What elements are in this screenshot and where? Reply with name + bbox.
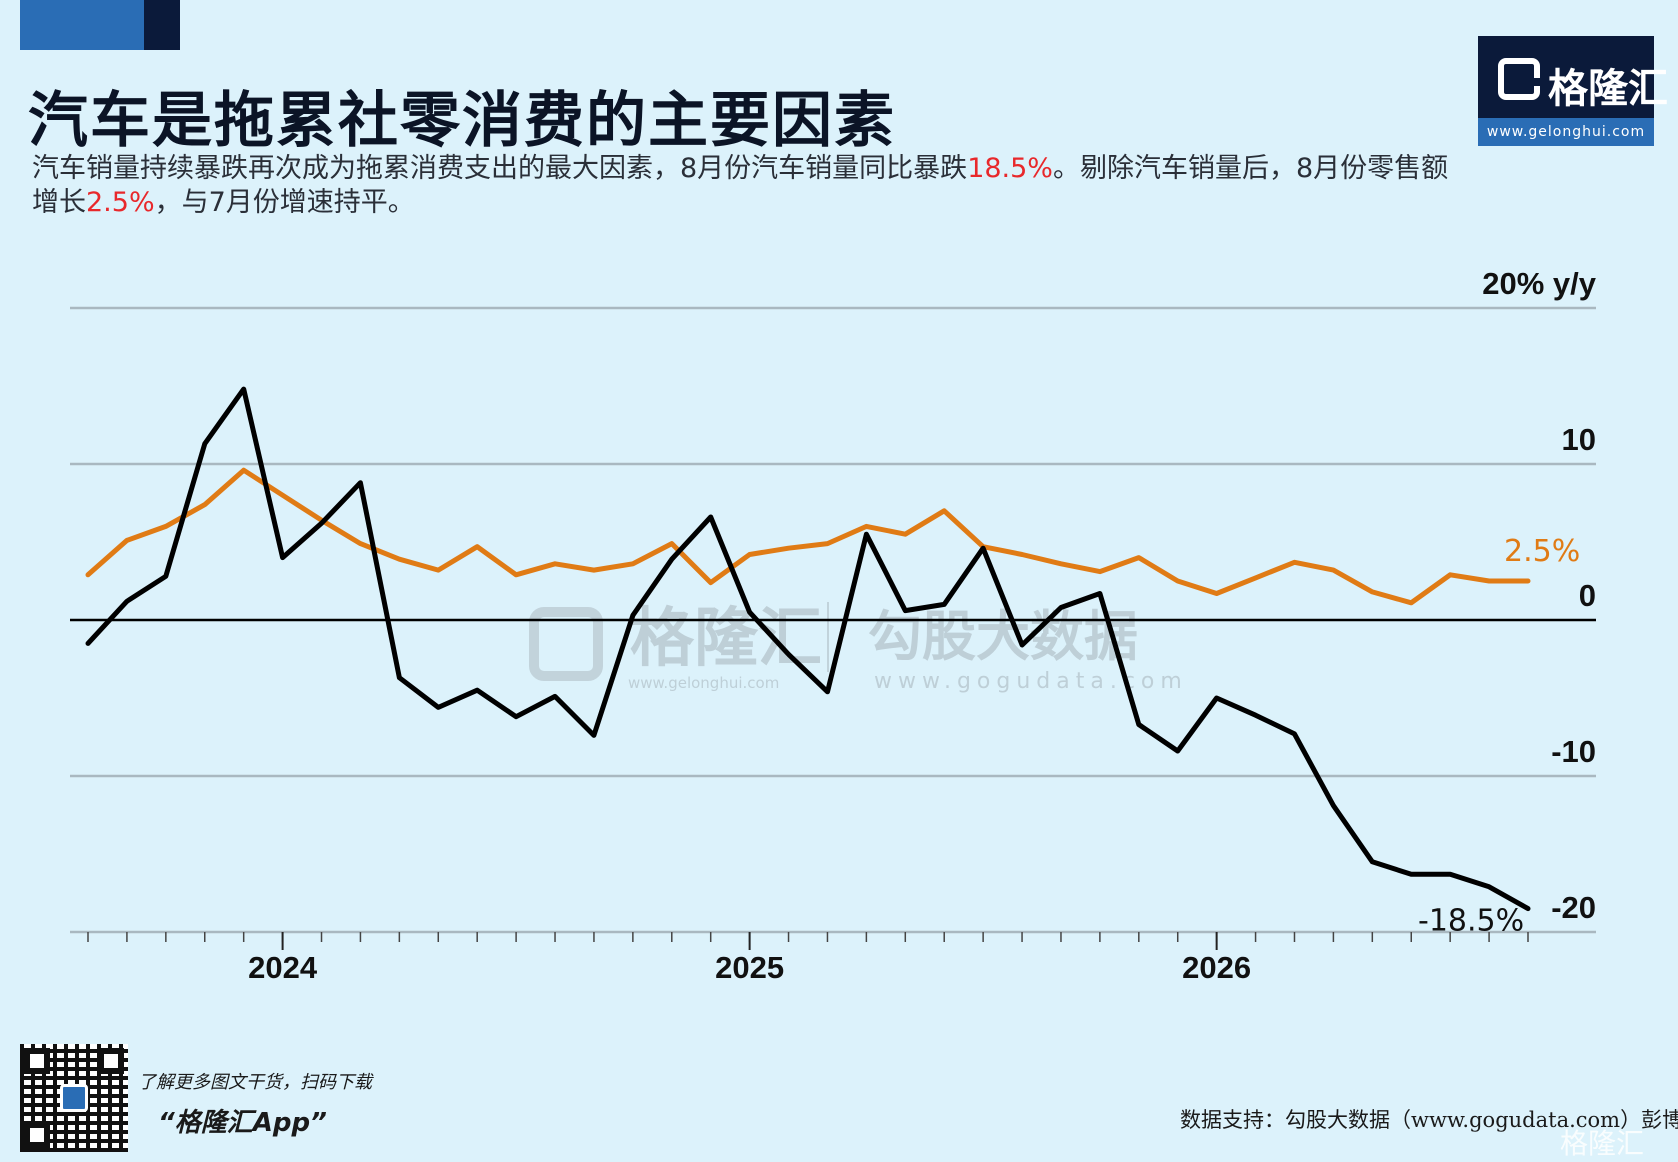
logo-url: www.gelonghui.com xyxy=(1478,118,1654,146)
watermark-logo-icon xyxy=(529,607,603,681)
series-line-1 xyxy=(85,467,1531,606)
y-tick-label: 0 xyxy=(1579,578,1596,613)
page-subtitle: 汽车销量持续暴跌再次成为拖累消费支出的最大因素，8月份汽车销量同比暴跌18.5%… xyxy=(32,152,1452,220)
watermark-gogu-url: www.gogudata.com xyxy=(874,669,1188,694)
subtitle-text: 汽车销量持续暴跌再次成为拖累消费支出的最大因素，8月份汽车销量同比暴跌 xyxy=(32,153,968,184)
logo-name: 格隆汇 xyxy=(1548,66,1668,112)
watermark-gogu: 勾股大数据 xyxy=(868,605,1138,668)
header-accent-bar xyxy=(20,0,144,50)
promo-app-name: “格隆汇App” xyxy=(158,1108,327,1138)
subtitle-highlight: 2.5% xyxy=(86,187,155,218)
series-end-label: -18.5% xyxy=(1418,904,1524,939)
y-tick-label: -10 xyxy=(1551,734,1596,769)
watermark-gelonghui-url: www.gelonghui.com xyxy=(628,674,779,692)
corner-watermark: 格隆汇 xyxy=(1560,1127,1645,1160)
data-source: 数据支持：勾股大数据（www.gogudata.com）彭博 xyxy=(1180,1108,1678,1132)
qr-code-icon xyxy=(20,1044,128,1152)
subtitle-text: 。剔除汽车销量后，8月份零售额增长 xyxy=(32,153,1449,218)
series-end-label: 2.5% xyxy=(1504,534,1580,569)
promo-line-1: 了解更多图文干货，扫码下载 xyxy=(138,1072,372,1093)
y-tick-label: 10 xyxy=(1562,422,1596,457)
y-tick-label: 20% y/y xyxy=(1482,266,1597,301)
series-line-0 xyxy=(85,386,1531,912)
header-accent-block xyxy=(144,0,180,50)
gelonghui-logo-icon xyxy=(1498,58,1540,100)
x-tick-label: 2024 xyxy=(248,950,318,985)
subtitle-text: ，与7月份增速持平。 xyxy=(154,187,415,218)
x-tick-label: 2025 xyxy=(715,950,784,985)
app-logo-icon xyxy=(60,1084,88,1112)
gelonghui-logo: 格隆汇 www.gelonghui.com xyxy=(1478,36,1668,146)
x-tick-label: 2026 xyxy=(1182,950,1251,985)
subtitle-highlight: 18.5% xyxy=(967,153,1053,184)
watermark-gelonghui: 格隆汇 xyxy=(630,602,822,676)
y-tick-label: -20 xyxy=(1551,890,1596,925)
page-title: 汽车是拖累社零消费的主要因素 xyxy=(28,86,896,156)
